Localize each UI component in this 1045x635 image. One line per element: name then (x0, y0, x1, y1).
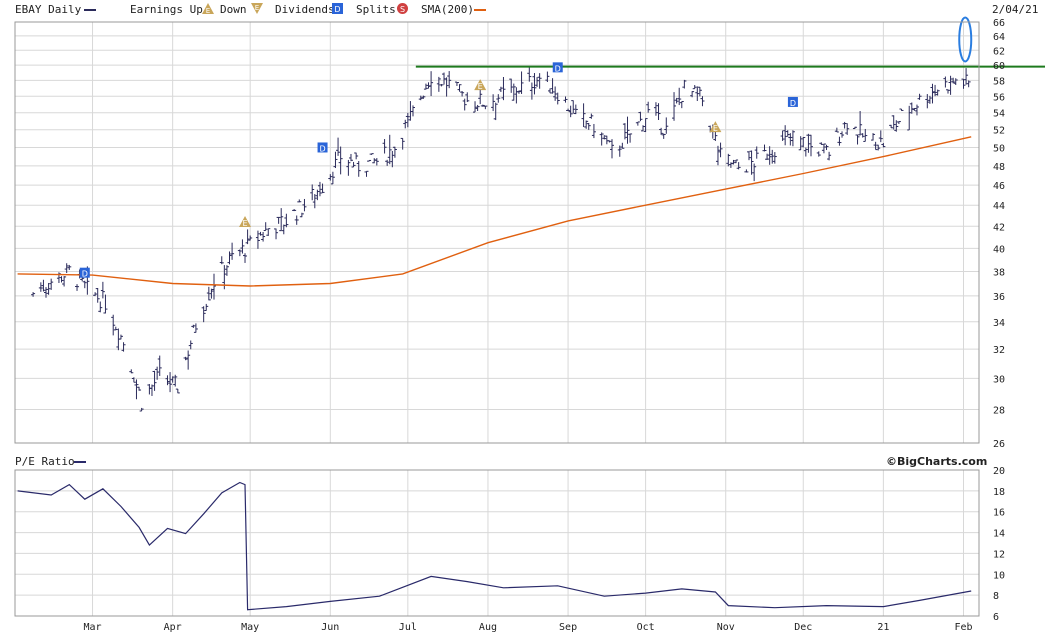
sma-line (17, 136, 972, 287)
y-tick-label: 48 (993, 162, 1005, 173)
dividends-label: Dividends (275, 3, 335, 16)
upper-frame (14, 21, 980, 444)
y-tick-label: 62 (993, 46, 1005, 57)
price-legend-swatch (84, 9, 96, 11)
y-tick-label: 30 (993, 374, 1005, 385)
event-markers: D E D E D E D (79, 62, 798, 279)
lower-grid (15, 469, 979, 617)
upper-y-axis: 26 28 30 32 34 36 38 40 42 44 46 48 50 52 54 56 58 60 62 64… (993, 18, 1005, 450)
earnings-marker (239, 215, 252, 227)
splits-label: Splits (356, 3, 396, 16)
x-tick-label: Dec (794, 622, 812, 633)
lower-y-axis: 6 8 10 12 14 16 18 20 (993, 466, 1005, 623)
dividend-marker (552, 62, 563, 73)
chart-date: 2/04/21 (992, 3, 1039, 16)
svg-text:S: S (400, 5, 405, 14)
y-tick-label: 42 (993, 222, 1005, 233)
svg-text:E: E (206, 7, 210, 14)
y-tick-label: 56 (993, 92, 1005, 103)
svg-text:D: D (334, 5, 340, 14)
credit-label: ©BigCharts.com (886, 455, 988, 468)
dividend-marker-label: D (319, 144, 325, 153)
earnings-up-label: Earnings Up (130, 3, 203, 16)
pe-y-tick-label: 12 (993, 549, 1005, 560)
upper-grid (15, 21, 979, 444)
y-tick-label: 40 (993, 244, 1005, 255)
y-tick-label: 34 (993, 318, 1005, 329)
pe-line (17, 481, 972, 611)
earnings-marker (709, 121, 722, 133)
dividend-marker (787, 96, 798, 107)
earnings-down-icon: E (251, 3, 263, 14)
x-tick-label: 21 (877, 622, 889, 633)
x-tick-label: Nov (717, 622, 735, 633)
svg-text:E: E (255, 4, 259, 12)
y-tick-label: 60 (993, 61, 1005, 72)
dividend-marker-label: D (790, 99, 796, 108)
earnings-marker-label: E (478, 82, 483, 91)
earnings-marker (474, 79, 487, 91)
pe-y-tick-label: 6 (993, 612, 999, 623)
y-tick-label: 66 (993, 18, 1005, 29)
dividend-marker (317, 142, 328, 153)
price-circle-annotation (958, 16, 973, 63)
y-tick-label: 28 (993, 406, 1005, 417)
earnings-marker-label: E (713, 124, 718, 133)
earnings-down-label: Down (220, 3, 247, 16)
x-tick-label: Jul (399, 622, 417, 633)
x-tick-label: Jun (321, 622, 339, 633)
sma-legend-swatch (474, 9, 486, 11)
y-tick-label: 64 (993, 32, 1005, 43)
earnings-marker-label: E (242, 219, 247, 228)
earnings-up-icon: E (202, 3, 214, 14)
lower-frame (14, 469, 980, 617)
dividend-marker-label: D (82, 270, 88, 279)
y-tick-label: 32 (993, 345, 1005, 356)
y-tick-label: 44 (993, 201, 1005, 212)
x-tick-label: Mar (84, 622, 102, 633)
x-tick-label: Aug (479, 622, 497, 633)
pe-panel-title: P/E Ratio (15, 455, 75, 468)
x-tick-label: Feb (954, 622, 972, 633)
x-tick-label: Apr (164, 622, 182, 633)
dividend-marker-label: D (555, 64, 561, 73)
y-tick-label: 50 (993, 143, 1005, 154)
dividend-icon: D (332, 3, 343, 14)
y-tick-label: 52 (993, 126, 1005, 137)
pe-y-tick-label: 20 (993, 466, 1005, 477)
y-tick-label: 26 (993, 439, 1005, 450)
pe-y-tick-label: 16 (993, 508, 1005, 519)
pe-y-tick-label: 14 (993, 529, 1005, 540)
pe-legend-swatch (74, 461, 86, 463)
dividend-marker (79, 267, 90, 278)
x-tick-label: May (241, 622, 259, 633)
x-tick-label: Oct (637, 622, 655, 633)
pe-y-tick-label: 8 (993, 591, 999, 602)
y-tick-label: 46 (993, 181, 1005, 192)
x-axis: Mar Apr May Jun Jul Aug Sep Oct Nov Dec 21 Feb (84, 622, 973, 633)
sma-label: SMA(200) (421, 3, 474, 16)
y-tick-label: 38 (993, 267, 1005, 278)
pe-y-tick-label: 10 (993, 570, 1005, 581)
split-icon: S (397, 3, 408, 14)
y-tick-label: 58 (993, 76, 1005, 87)
y-tick-label: 36 (993, 292, 1005, 303)
y-tick-label: 54 (993, 109, 1005, 120)
symbol-label: EBAY Daily (15, 3, 82, 16)
x-tick-label: Sep (559, 622, 577, 633)
pe-y-tick-label: 18 (993, 487, 1005, 498)
